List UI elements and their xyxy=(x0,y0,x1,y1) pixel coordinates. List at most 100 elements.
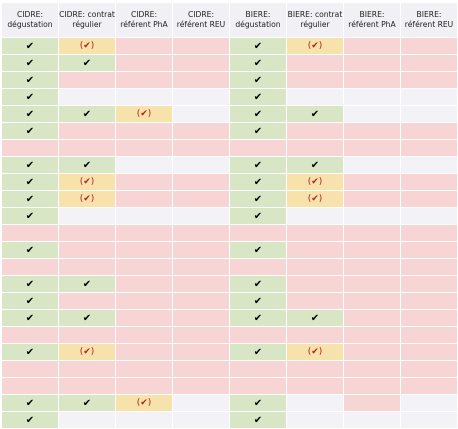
table-cell[interactable] xyxy=(401,293,457,309)
table-cell[interactable] xyxy=(2,225,58,241)
table-cell[interactable] xyxy=(173,378,229,394)
table-cell[interactable] xyxy=(287,123,343,139)
table-cell[interactable] xyxy=(344,378,400,394)
table-cell[interactable] xyxy=(59,259,115,275)
table-cell[interactable] xyxy=(230,259,286,275)
table-cell[interactable]: ✔ xyxy=(59,276,115,292)
table-cell[interactable]: (✔) xyxy=(116,395,172,411)
column-header[interactable]: BIERE: contrat régulier xyxy=(287,3,343,37)
table-cell[interactable] xyxy=(344,344,400,360)
table-cell[interactable]: ✔ xyxy=(287,157,343,173)
table-cell[interactable]: ✔ xyxy=(2,293,58,309)
table-cell[interactable]: (✔) xyxy=(59,174,115,190)
table-cell[interactable]: (✔) xyxy=(59,191,115,207)
table-cell[interactable] xyxy=(116,276,172,292)
table-cell[interactable] xyxy=(401,208,457,224)
table-cell[interactable] xyxy=(401,72,457,88)
table-cell[interactable] xyxy=(59,123,115,139)
table-cell[interactable]: ✔ xyxy=(2,395,58,411)
table-cell[interactable]: ✔ xyxy=(2,242,58,258)
table-cell[interactable] xyxy=(59,72,115,88)
table-cell[interactable] xyxy=(173,412,229,428)
table-cell[interactable] xyxy=(344,361,400,377)
column-header[interactable]: CIDRE: contrat régulier xyxy=(59,3,115,37)
table-cell[interactable] xyxy=(59,293,115,309)
table-cell[interactable] xyxy=(173,310,229,326)
table-cell[interactable]: ✔ xyxy=(230,242,286,258)
table-cell[interactable] xyxy=(173,327,229,343)
table-cell[interactable] xyxy=(173,89,229,105)
table-cell[interactable] xyxy=(2,361,58,377)
table-cell[interactable] xyxy=(230,140,286,156)
table-cell[interactable] xyxy=(287,276,343,292)
table-cell[interactable] xyxy=(230,378,286,394)
table-cell[interactable] xyxy=(287,395,343,411)
table-cell[interactable]: ✔ xyxy=(59,55,115,71)
table-cell[interactable] xyxy=(287,208,343,224)
table-cell[interactable] xyxy=(344,412,400,428)
table-cell[interactable] xyxy=(116,38,172,54)
table-cell[interactable] xyxy=(173,38,229,54)
table-cell[interactable] xyxy=(2,259,58,275)
table-cell[interactable] xyxy=(59,208,115,224)
table-cell[interactable] xyxy=(401,123,457,139)
table-cell[interactable] xyxy=(173,123,229,139)
table-cell[interactable] xyxy=(344,293,400,309)
table-cell[interactable] xyxy=(344,89,400,105)
table-cell[interactable] xyxy=(344,38,400,54)
table-cell[interactable]: ✔ xyxy=(230,276,286,292)
table-cell[interactable] xyxy=(401,276,457,292)
table-cell[interactable] xyxy=(344,106,400,122)
table-cell[interactable]: ✔ xyxy=(230,412,286,428)
table-cell[interactable] xyxy=(401,310,457,326)
table-cell[interactable] xyxy=(173,293,229,309)
table-cell[interactable]: ✔ xyxy=(2,106,58,122)
table-cell[interactable]: (✔) xyxy=(59,38,115,54)
table-cell[interactable] xyxy=(173,276,229,292)
table-cell[interactable]: (✔) xyxy=(287,174,343,190)
table-cell[interactable] xyxy=(59,89,115,105)
table-cell[interactable] xyxy=(344,123,400,139)
table-cell[interactable] xyxy=(116,157,172,173)
column-header[interactable]: BIERE: dégustation xyxy=(230,3,286,37)
table-cell[interactable] xyxy=(287,327,343,343)
table-cell[interactable] xyxy=(116,327,172,343)
table-cell[interactable] xyxy=(287,72,343,88)
column-header[interactable]: CIDRE: référent REU xyxy=(173,3,229,37)
table-cell[interactable]: ✔ xyxy=(230,38,286,54)
table-cell[interactable]: ✔ xyxy=(230,174,286,190)
table-cell[interactable] xyxy=(401,174,457,190)
table-cell[interactable]: ✔ xyxy=(2,55,58,71)
table-cell[interactable] xyxy=(173,72,229,88)
table-cell[interactable]: ✔ xyxy=(2,89,58,105)
table-cell[interactable] xyxy=(173,174,229,190)
table-cell[interactable] xyxy=(116,361,172,377)
table-cell[interactable]: (✔) xyxy=(287,344,343,360)
table-cell[interactable] xyxy=(287,242,343,258)
table-cell[interactable] xyxy=(344,276,400,292)
table-cell[interactable] xyxy=(401,55,457,71)
table-cell[interactable] xyxy=(287,378,343,394)
table-cell[interactable] xyxy=(173,106,229,122)
table-cell[interactable]: ✔ xyxy=(230,72,286,88)
table-cell[interactable]: (✔) xyxy=(116,106,172,122)
table-cell[interactable]: ✔ xyxy=(230,344,286,360)
table-cell[interactable]: ✔ xyxy=(230,208,286,224)
table-cell[interactable] xyxy=(344,157,400,173)
table-cell[interactable]: ✔ xyxy=(59,106,115,122)
table-cell[interactable] xyxy=(116,225,172,241)
table-cell[interactable] xyxy=(230,327,286,343)
table-cell[interactable] xyxy=(116,140,172,156)
table-cell[interactable]: (✔) xyxy=(287,38,343,54)
table-cell[interactable]: ✔ xyxy=(2,310,58,326)
table-cell[interactable]: ✔ xyxy=(230,310,286,326)
table-cell[interactable] xyxy=(173,344,229,360)
table-cell[interactable] xyxy=(287,293,343,309)
table-cell[interactable] xyxy=(287,55,343,71)
table-cell[interactable]: ✔ xyxy=(59,157,115,173)
table-cell[interactable]: (✔) xyxy=(287,191,343,207)
table-cell[interactable] xyxy=(173,242,229,258)
table-cell[interactable] xyxy=(59,225,115,241)
column-header[interactable]: CIDRE: dégustation xyxy=(2,3,58,37)
table-cell[interactable] xyxy=(401,191,457,207)
